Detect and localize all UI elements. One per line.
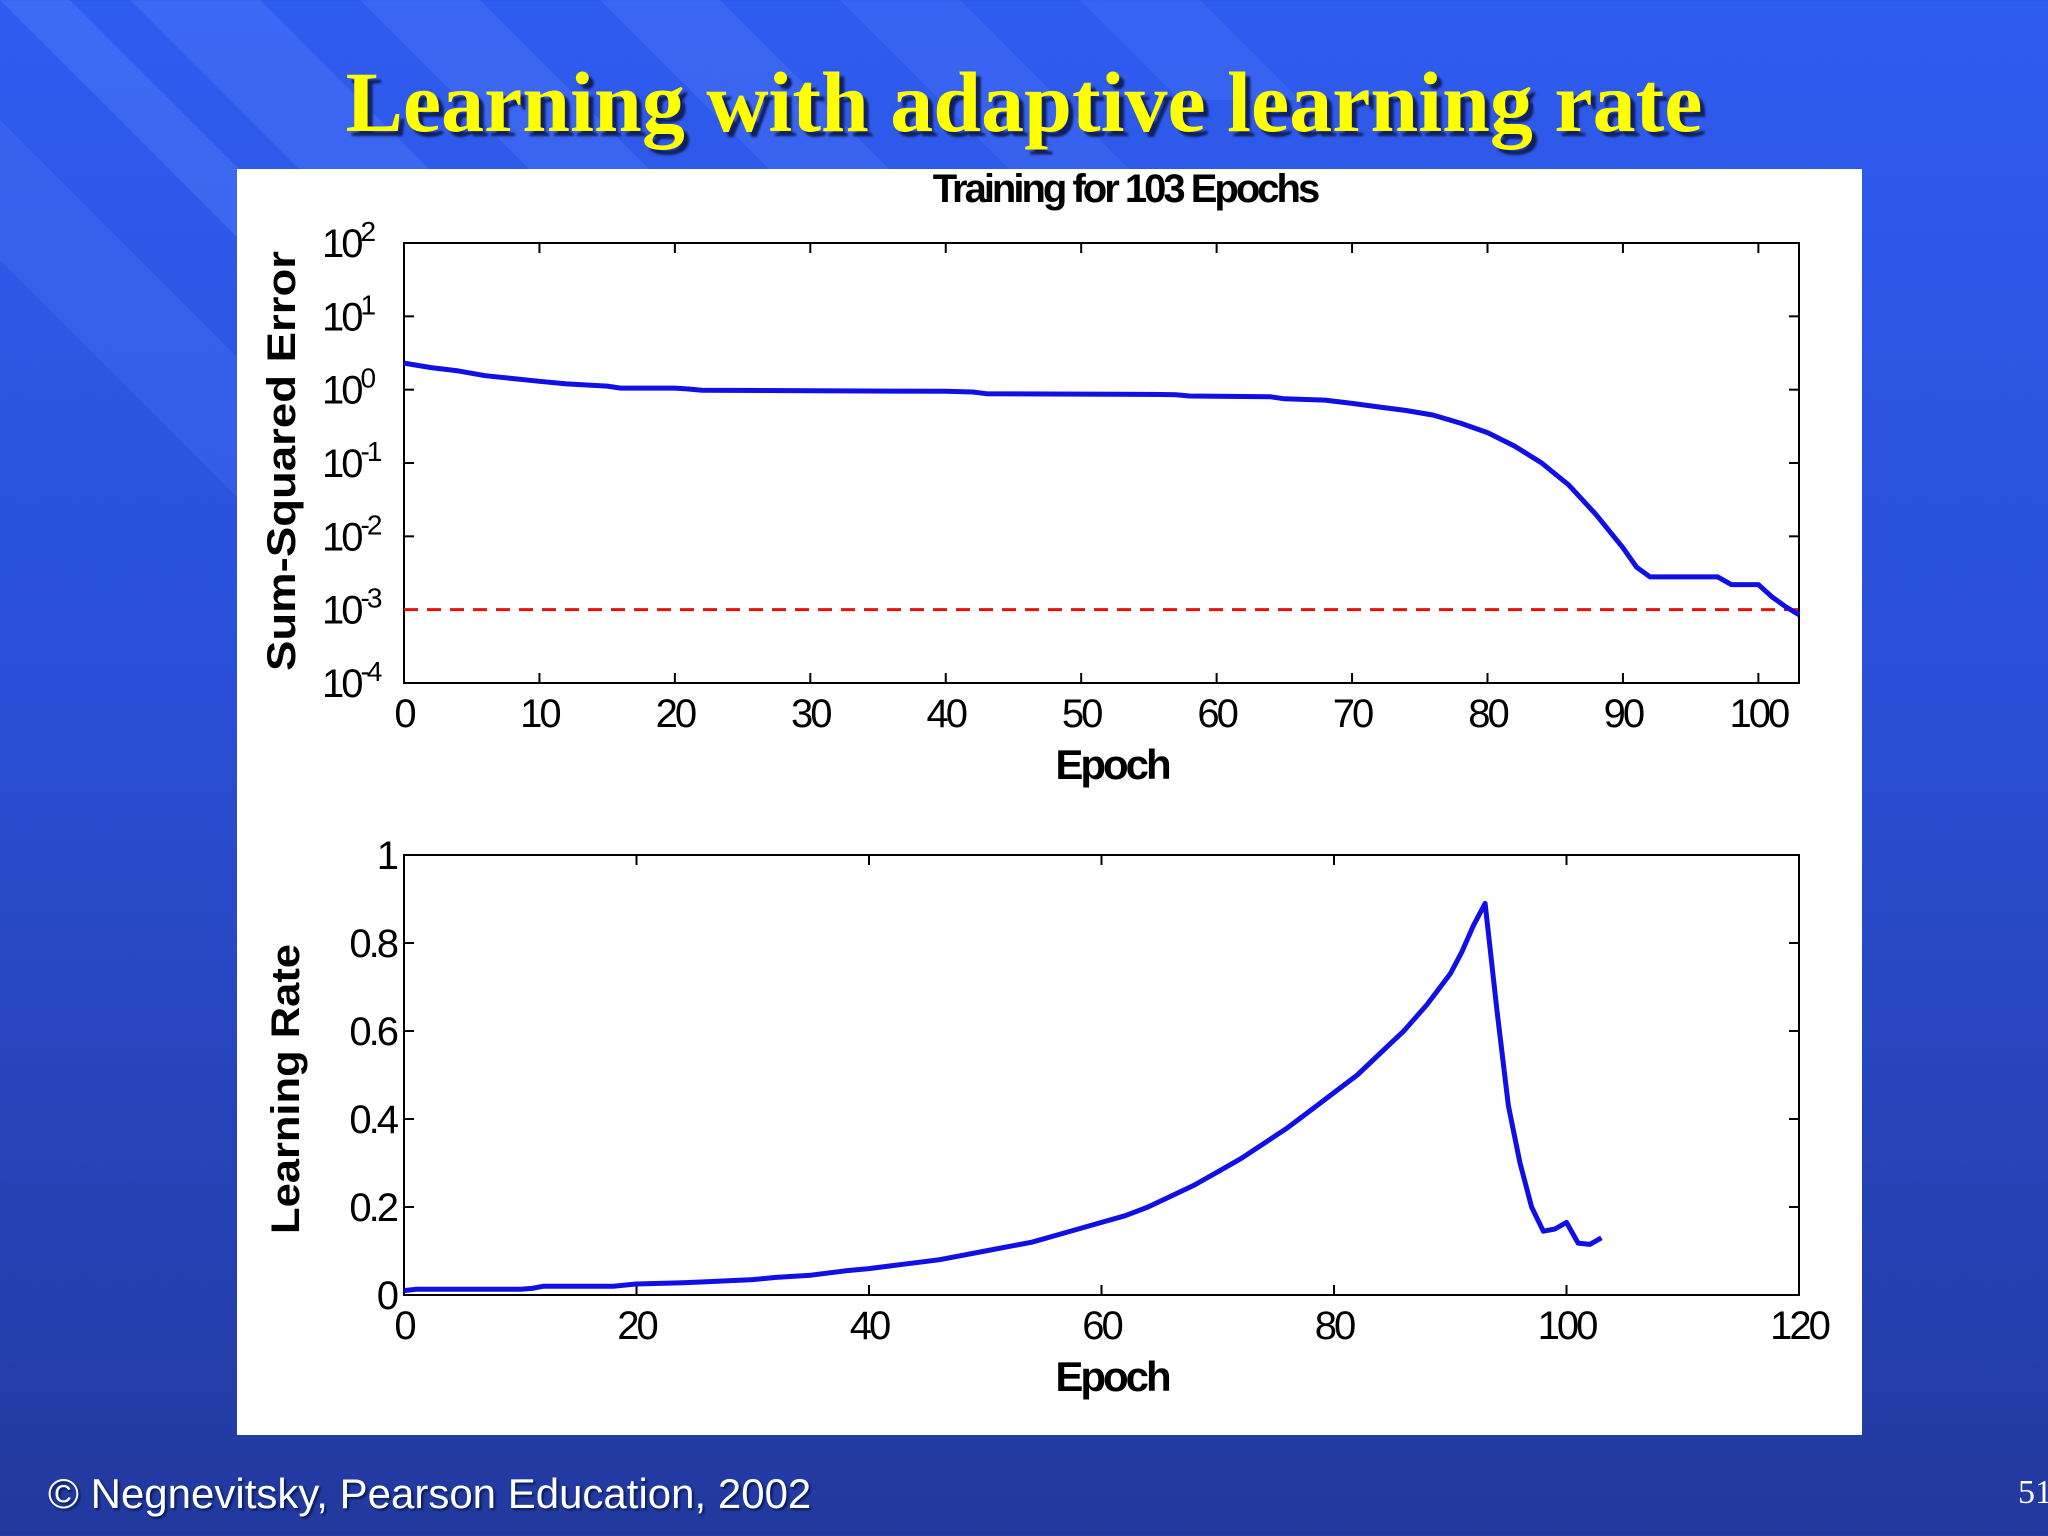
bottom-x-tick-label: 100 [1538, 1304, 1597, 1348]
top-x-tick-label: 30 [791, 692, 831, 736]
bottom-x-tick-label: 20 [617, 1304, 657, 1348]
top-x-tick-label: 90 [1604, 692, 1644, 736]
bottom-y-tick-label: 1 [377, 834, 398, 878]
top-y-tick-label: 10-2 [322, 509, 382, 559]
top-x-tick-label: 0 [394, 692, 415, 736]
chart-figure: Training for 103 Epochs 102 101 100 10-1 10-… [237, 169, 1862, 1435]
top-y-tick-label: 101 [322, 289, 376, 339]
series-line-learning-rate [403, 900, 1603, 1294]
bottom-y-tick-label: 0.4 [349, 1098, 398, 1142]
bottom-plot-frame [403, 854, 1800, 1296]
top-x-tick-label: 100 [1729, 692, 1788, 736]
top-plot-frame [403, 242, 1800, 684]
bottom-chart: 0 0.2 0.4 0.6 0.8 1 0 20 40 60 80 100 120 Epoch Lea… [264, 834, 1833, 1400]
bottom-x-tick-label: 80 [1315, 1304, 1355, 1348]
top-x-tick-label: 20 [656, 692, 696, 736]
top-y-tick-label: 102 [322, 216, 376, 266]
bottom-y-tick-label: 0.8 [349, 922, 397, 966]
top-x-tick-label: 10 [520, 692, 560, 736]
bottom-x-tick-label: 40 [850, 1304, 890, 1348]
top-x-tick-label: 50 [1062, 692, 1102, 736]
bottom-x-label: Epoch [1055, 1353, 1170, 1400]
top-y-tick-label: 100 [322, 363, 376, 413]
top-y-ticks: 102 101 100 10-1 10-2 10-3 10-4 [322, 216, 1799, 706]
top-chart: Training for 103 Epochs 10210110010-110-… [260, 169, 1801, 788]
bottom-y-label: Learning Rate [264, 944, 308, 1234]
top-x-ticks: 0 10 20 30 40 50 60 70 80 90 100 [394, 243, 1792, 736]
series-line-error [403, 360, 1801, 617]
top-x-tick-label: 40 [926, 692, 966, 736]
top-y-tick-label: 10-4 [322, 656, 382, 706]
page-number: 51 [2018, 1474, 2048, 1511]
bottom-x-tick-label: 0 [394, 1304, 415, 1348]
top-x-tick-label: 80 [1468, 692, 1508, 736]
top-x-tick-label: 60 [1197, 692, 1237, 736]
slide-title: Learning with adaptive learning rate [345, 54, 1703, 150]
bottom-y-tick-label: 0.2 [349, 1186, 397, 1230]
top-x-label: Epoch [1055, 741, 1170, 788]
bottom-y-tick-label: 0.6 [349, 1010, 397, 1054]
chart-svg: Training for 103 Epochs 10210110010-110-… [260, 169, 1833, 1400]
bottom-x-tick-label: 120 [1770, 1304, 1829, 1348]
bottom-y-ticks: 00.20.40.60.81 [349, 834, 1799, 1318]
top-x-tick-label: 70 [1333, 692, 1373, 736]
bottom-x-ticks: 0 20 40 60 80 100 120 [394, 855, 1833, 1348]
bottom-x-tick-label: 60 [1082, 1304, 1122, 1348]
top-y-tick-label: 10-1 [322, 436, 382, 486]
top-y-label: Sum-Squared Error [260, 251, 304, 671]
copyright-footer: © Negnevitsky, Pearson Education, 2002 [48, 1470, 812, 1517]
top-chart-title: Training for 103 Epochs [933, 169, 1319, 211]
top-y-tick-label: 10-3 [322, 583, 382, 633]
